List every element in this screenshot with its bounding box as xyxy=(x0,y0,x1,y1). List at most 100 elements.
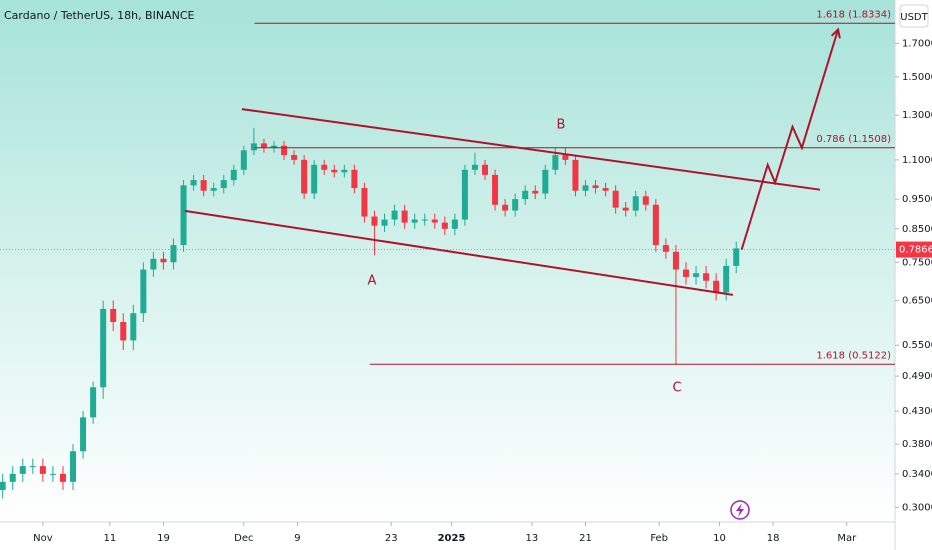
wave-label: A xyxy=(368,274,377,289)
y-tick-label: 1.5000 xyxy=(902,72,932,83)
fib-level-label: 1.618 (0.5122) xyxy=(816,350,891,361)
channel-line xyxy=(184,209,734,296)
candle-body xyxy=(592,185,599,189)
currency-label: USDT xyxy=(900,12,928,23)
candle-body xyxy=(602,188,609,191)
x-tick-label: 13 xyxy=(526,533,539,544)
candle-body xyxy=(371,216,378,226)
x-tick-label: 21 xyxy=(579,533,592,544)
candle-body xyxy=(421,219,428,221)
last-price-label: 0.7866 xyxy=(899,245,932,256)
candle-body xyxy=(512,199,519,211)
candle-body xyxy=(461,169,468,220)
lightning-icon[interactable] xyxy=(730,500,750,520)
candle-body xyxy=(170,245,177,263)
x-tick-label: 9 xyxy=(294,533,300,544)
candle-body xyxy=(572,159,579,191)
candle-body xyxy=(482,164,489,175)
plot-layer xyxy=(0,22,895,499)
candle-body xyxy=(0,481,6,491)
candle-body xyxy=(160,258,167,263)
y-tick-label: 0.9500 xyxy=(902,194,932,205)
candle-body xyxy=(441,222,448,229)
candle-body xyxy=(70,451,77,482)
candle-body xyxy=(682,269,689,277)
candle-body xyxy=(693,273,700,277)
x-tick-label: 19 xyxy=(157,533,170,544)
plot-background xyxy=(0,0,895,522)
y-tick-label: 1.1000 xyxy=(902,155,932,166)
candle-body xyxy=(361,188,368,217)
x-tick-label: Nov xyxy=(33,533,53,544)
candle-body xyxy=(492,174,499,205)
candle-body xyxy=(451,219,458,229)
candle-body xyxy=(733,248,740,266)
x-tick-label: Feb xyxy=(650,533,668,544)
projection-path xyxy=(740,29,840,251)
chart-title: Cardano / TetherUS, 18h, BINANCE xyxy=(4,9,195,22)
candle-body xyxy=(230,169,237,181)
wave-label: B xyxy=(557,118,566,133)
x-tick-label: Mar xyxy=(837,533,857,544)
candle-body xyxy=(532,190,539,194)
candle-body xyxy=(351,169,358,189)
candle-body xyxy=(240,150,247,170)
currency-box xyxy=(899,4,929,28)
candle-body xyxy=(291,155,298,160)
x-tick-label: 11 xyxy=(103,533,116,544)
candle-body xyxy=(632,196,639,211)
projection-arrowhead xyxy=(830,27,841,39)
candle-body xyxy=(190,180,197,186)
candle-body xyxy=(622,207,629,211)
x-tick-label: Dec xyxy=(234,533,253,544)
channel-line xyxy=(241,108,821,191)
x-tick-label: 2025 xyxy=(438,533,466,544)
candle-body xyxy=(703,273,710,281)
candle-body xyxy=(652,204,659,246)
candle-body xyxy=(471,164,478,170)
candle-body xyxy=(100,308,107,388)
candle-body xyxy=(723,265,730,293)
last-price-tag xyxy=(896,241,932,258)
candle-body xyxy=(321,164,328,170)
candle-body xyxy=(502,204,509,211)
candle-body xyxy=(120,321,127,341)
wave-label: C xyxy=(672,381,681,396)
fib-level-label: 0.786 (1.1508) xyxy=(816,134,891,145)
candle-body xyxy=(180,185,187,246)
candle-body xyxy=(341,169,348,173)
candle-body xyxy=(713,280,720,293)
candle-body xyxy=(391,210,398,220)
candle-body xyxy=(281,145,288,156)
candle-body xyxy=(662,245,669,252)
candle-body xyxy=(19,466,26,474)
candle-body xyxy=(110,308,117,322)
candle-body xyxy=(150,258,157,270)
candle-body xyxy=(642,196,649,205)
x-tick-label: 10 xyxy=(713,533,726,544)
candle-body xyxy=(49,473,56,475)
candle-body xyxy=(562,155,569,160)
candle-body xyxy=(672,251,679,270)
candle-body xyxy=(90,387,97,418)
candle-body xyxy=(552,155,559,170)
y-tick-label: 1.7000 xyxy=(902,38,932,49)
candle-body xyxy=(311,164,318,194)
candle-body xyxy=(130,313,137,341)
candle-body xyxy=(411,219,418,223)
candle-body xyxy=(522,190,529,200)
candle-body xyxy=(542,169,549,194)
candle-body xyxy=(250,143,257,151)
candle-body xyxy=(431,219,438,223)
candle-body xyxy=(80,417,87,452)
candle-body xyxy=(270,145,277,148)
candle-body xyxy=(401,210,408,223)
fib-level-label: 1.618 (1.8334) xyxy=(816,9,891,20)
